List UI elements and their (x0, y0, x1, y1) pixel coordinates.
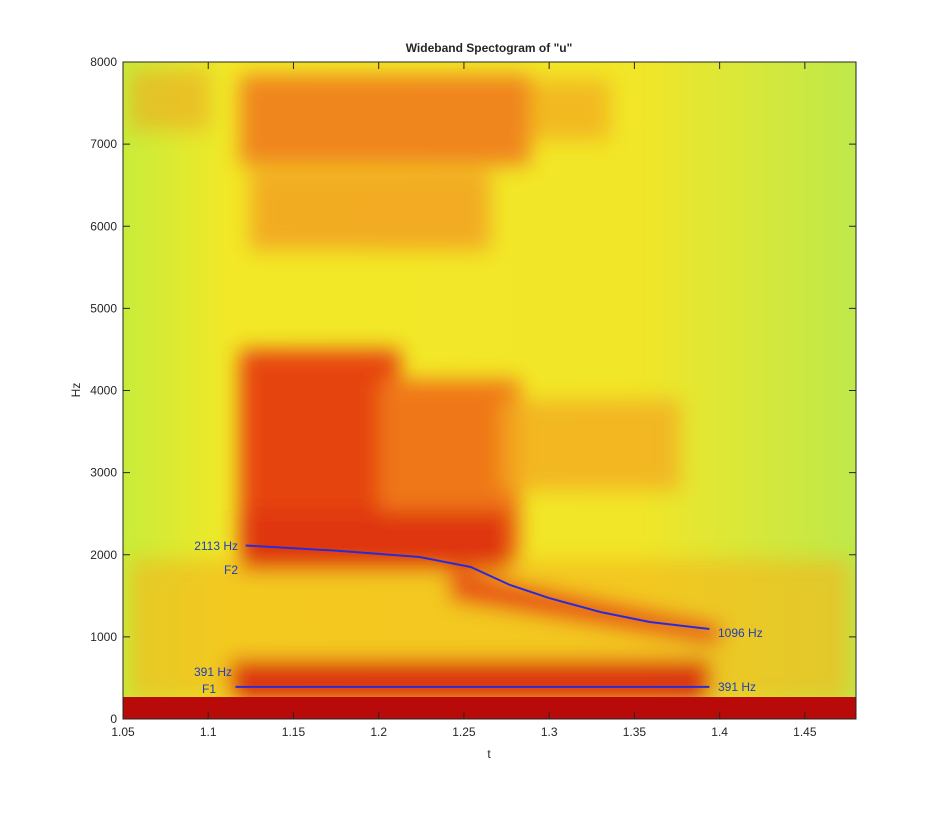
annotation: 1096 Hz (718, 626, 763, 640)
annotation: 2113 Hz (194, 539, 238, 553)
x-tick-label: 1.1 (200, 725, 217, 739)
x-tick-label: 1.3 (541, 725, 558, 739)
y-tick-label: 1000 (90, 630, 117, 644)
annotation: 391 Hz (718, 680, 756, 694)
y-tick-label: 4000 (90, 384, 117, 398)
x-tick-label: 1.45 (793, 725, 817, 739)
y-tick-label: 2000 (90, 548, 117, 562)
y-tick-label: 7000 (90, 137, 117, 151)
y-tick-label: 5000 (90, 301, 117, 315)
y-axis-label: Hz (69, 383, 83, 398)
y-tick-label: 3000 (90, 466, 117, 480)
annotation: 391 Hz (194, 665, 232, 679)
x-tick-label: 1.15 (282, 725, 306, 739)
x-tick-label: 1.4 (711, 725, 728, 739)
x-tick-label: 1.25 (452, 725, 476, 739)
x-tick-label: 1.35 (623, 725, 647, 739)
annotation: F2 (224, 563, 238, 577)
y-tick-label: 0 (110, 712, 117, 726)
chart-title: Wideband Spectogram of "u" (406, 41, 573, 55)
x-tick-label: 1.05 (111, 725, 135, 739)
formant-line (245, 544, 710, 630)
y-tick-label: 6000 (90, 219, 117, 233)
x-tick-label: 1.2 (370, 725, 387, 739)
x-axis-label: t (487, 747, 491, 761)
y-tick-label: 8000 (90, 55, 117, 69)
spectrogram-background (123, 62, 856, 719)
annotation: F1 (202, 682, 216, 696)
